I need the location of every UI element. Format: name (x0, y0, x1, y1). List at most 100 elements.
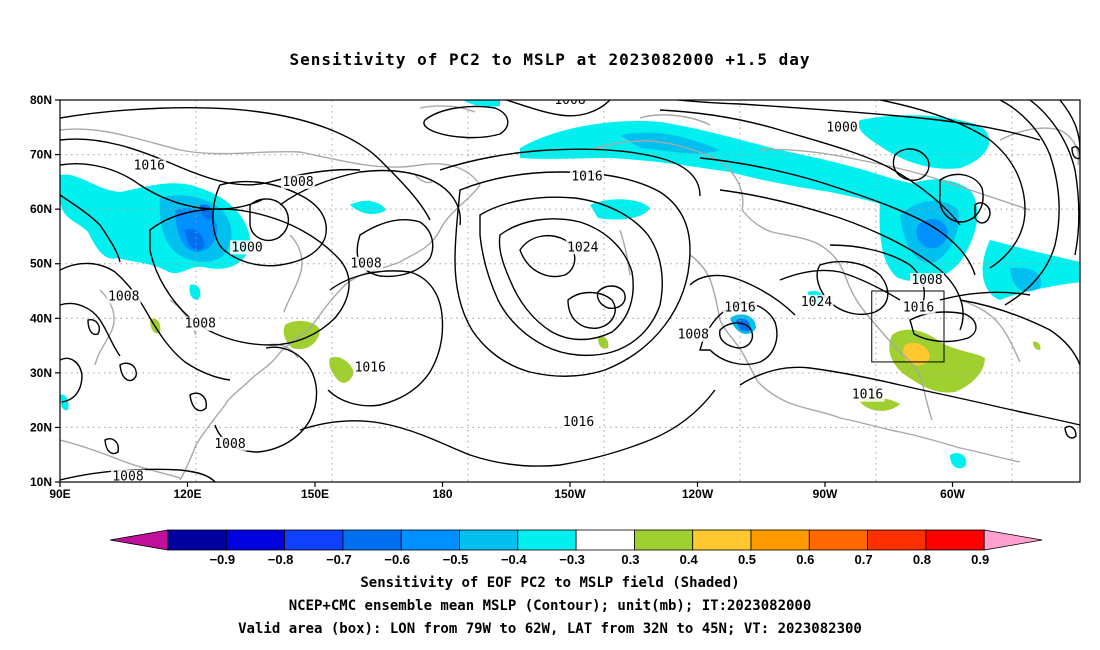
colorbar-high-arrow (983, 529, 1043, 551)
contour-label-bg (901, 300, 936, 315)
contour-label: 1008 (554, 93, 585, 108)
contour-label-bg (565, 240, 600, 255)
lat-tick-label: 10N (30, 475, 52, 489)
colorbar-label: −0.5 (443, 552, 469, 567)
contour-label-bg (799, 294, 834, 309)
contour-label: 1008 (214, 437, 245, 452)
lon-tick-label: 150E (301, 487, 329, 501)
colorbar-label: 0.6 (796, 552, 814, 567)
contour-label: 1024 (567, 240, 598, 255)
contour-label: 1016 (563, 415, 594, 430)
colorbar-swatch (925, 529, 985, 551)
colorbar-swatch (284, 529, 344, 551)
longitude-axis: 90E 120E 150E 180 150W 120W 90W 60W (49, 482, 966, 501)
colorbar-label: −0.3 (559, 552, 585, 567)
lon-tick-label: 150W (554, 487, 586, 501)
contour-label: 1000 (231, 240, 262, 255)
negative-sensitivity-shading (60, 100, 1080, 469)
colorbar-swatch (750, 529, 810, 551)
contour-label: 1008 (185, 317, 216, 332)
colorbar-swatch (867, 529, 927, 551)
colorbar-swatch (342, 529, 402, 551)
valid-area-box (871, 290, 945, 363)
contour-label-bg (106, 289, 141, 304)
contour-label-bg (281, 174, 315, 189)
lat-tick-label: 40N (30, 311, 52, 325)
contour-label-bg (353, 360, 388, 375)
colorbar-label: −0.8 (268, 552, 294, 567)
lat-tick-label: 80N (30, 93, 52, 107)
colorbar-label: −0.6 (384, 552, 410, 567)
contour-label: 1016 (134, 158, 165, 173)
colorbar-swatch (575, 529, 635, 551)
colorbar-swatch (167, 529, 227, 551)
colorbar-low-arrow (109, 529, 169, 551)
contour-label-bg (910, 273, 944, 288)
lat-tick-label: 70N (30, 148, 52, 162)
colorbar-label: −0.7 (326, 552, 352, 567)
contour-label-bg (132, 158, 167, 173)
colorbar-label: 0.5 (738, 552, 756, 567)
colorbar-label: −0.9 (209, 552, 235, 567)
lat-tick-label: 60N (30, 202, 52, 216)
contour-label: 1008 (282, 175, 313, 190)
contour-label: 1000 (826, 120, 857, 135)
contour-label-bg (213, 436, 247, 451)
colorbar-label: 0.4 (680, 552, 699, 567)
contour-label-bg (825, 120, 859, 135)
contour-label-bg (561, 414, 596, 429)
lon-tick-label: 60W (940, 487, 965, 501)
colorbar-label: 0.9 (971, 552, 989, 567)
contour-label: 1008 (108, 289, 139, 304)
lon-tick-label: 120W (682, 487, 714, 501)
contour-label: 1008 (678, 328, 709, 343)
caption-valid-area: Valid area (box): LON from 79W to 62W, L… (238, 621, 862, 637)
contour-label-bg (183, 316, 218, 331)
contour-label: 1016 (852, 388, 883, 403)
lon-tick-label: 180 (432, 487, 452, 501)
contour-label: 1008 (911, 273, 942, 288)
colorbar-swatch (634, 529, 694, 551)
contour-labels: 1008 1000 1016 1008 1016 1000 1024 1008 1008 1008… (106, 93, 944, 485)
colorbar: −0.9 −0.8 −0.7 −0.6 −0.5 −0.4 −0.3 0.3 0.4 0.5 0.6… (109, 529, 1043, 567)
coastlines (60, 105, 1080, 481)
colorbar-swatch (400, 529, 460, 551)
contour-label: 1024 (801, 295, 832, 310)
contour-label: 1008 (112, 470, 143, 485)
contour-label: 1016 (903, 300, 934, 315)
contour-label-bg (570, 169, 604, 184)
positive-sensitivity-shading (150, 318, 1041, 411)
contour-label-bg (850, 387, 885, 402)
lon-tick-label: 120E (173, 487, 201, 501)
colorbar-label: 0.7 (855, 552, 873, 567)
contour-label-bg (111, 469, 145, 482)
colorbar-swatch (225, 529, 286, 551)
lat-tick-label: 20N (30, 420, 52, 434)
contour-label-bg (230, 240, 264, 255)
lon-tick-label: 90E (49, 487, 70, 501)
caption-contour: NCEP+CMC ensemble mean MSLP (Contour); u… (288, 598, 812, 614)
lat-tick-label: 30N (30, 366, 52, 380)
contour-label: 1016 (571, 169, 602, 184)
contour-label-bg (676, 327, 711, 342)
colorbar-label: 0.8 (913, 552, 931, 567)
colorbar-label: −0.4 (501, 552, 527, 567)
colorbar-label: 0.3 (621, 552, 639, 567)
mslp-contours (60, 100, 1080, 482)
colorbar-swatch (517, 529, 577, 551)
contour-label: 1008 (350, 257, 381, 272)
plot-area: 1008 1000 1016 1008 1016 1000 1024 1008 1008 1008… (60, 93, 1080, 485)
caption-shading: Sensitivity of EOF PC2 to MSLP field (Sh… (360, 575, 740, 591)
lat-tick-label: 50N (30, 257, 52, 271)
lon-tick-label: 90W (813, 487, 838, 501)
contour-label: 1016 (724, 300, 755, 315)
latitude-axis: 80N 70N 60N 50N 40N 30N 20N 10N (30, 93, 60, 489)
colorbar-swatch (692, 529, 752, 551)
contour-label: 1016 (355, 360, 386, 375)
contour-label-bg (723, 300, 757, 315)
contour-label-bg (349, 256, 383, 271)
sensitivity-map: 1008 1000 1016 1008 1016 1000 1024 1008 1008 1008… (30, 93, 1081, 567)
colorbar-swatch (459, 529, 519, 551)
chart-title: Sensitivity of PC2 to MSLP at 2023082000… (289, 50, 811, 69)
contour-label-bg (553, 100, 587, 107)
